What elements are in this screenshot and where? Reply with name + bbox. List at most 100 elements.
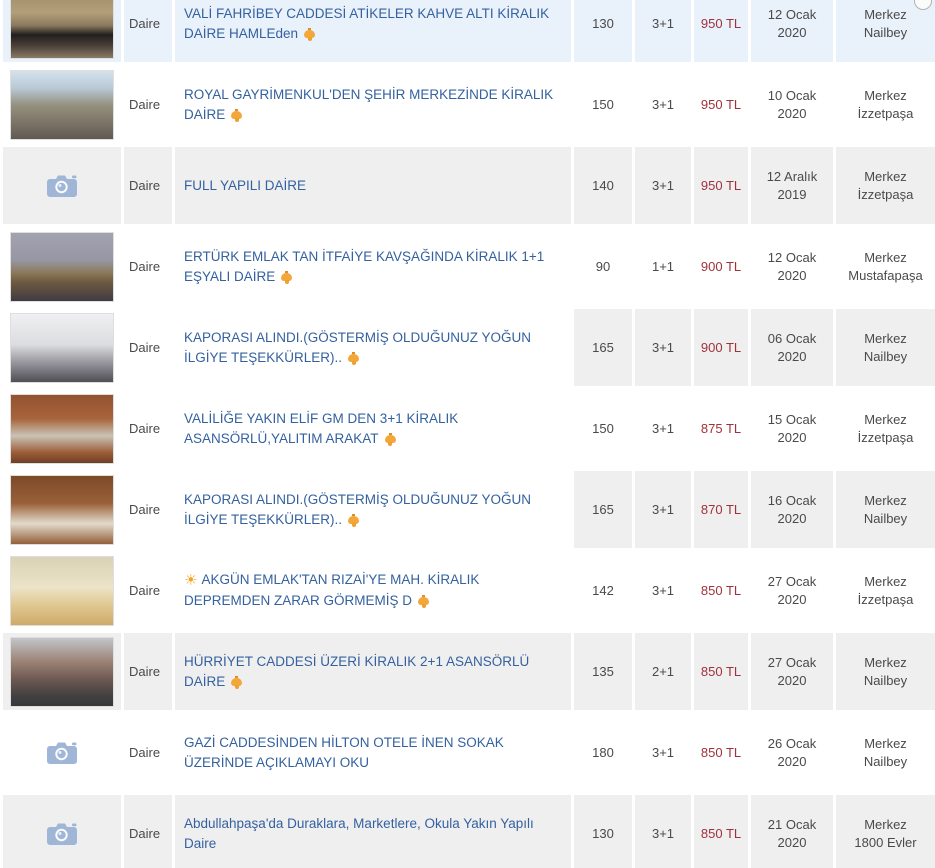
cell-title: GAZİ CADDESİNDEN HİLTON OTELE İNEN SOKAK… <box>175 714 571 791</box>
sun-icon: ☀ <box>184 572 198 589</box>
cell-photo <box>3 552 121 629</box>
listing-title-link[interactable]: VALİ FAHRİBEY CADDESİ ATİKELER KAHVE ALT… <box>184 6 549 41</box>
cell-title: ERTÜRK EMLAK TAN İTFAİYE KAVŞAĞINDA KİRA… <box>175 228 571 305</box>
listing-thumbnail[interactable] <box>10 555 114 626</box>
listing-title: ROYAL GAYRİMENKUL'DEN ŞEHİR MERKEZİNDE K… <box>184 86 554 122</box>
table-row: Daire ERTÜRK EMLAK TAN İTFAİYE KAVŞAĞIND… <box>3 228 935 305</box>
listing-title-link[interactable]: Abdullahpaşa'da Duraklara, Marketlere, O… <box>184 816 534 851</box>
cell-price: 850 TL <box>694 714 748 791</box>
listing-title: KAPORASI ALINDI.(GÖSTERMİŞ OLDUĞUNUZ YOĞ… <box>184 491 532 527</box>
cell-date: 12 Ocak 2020 <box>751 0 833 62</box>
cell-type: Daire <box>124 471 172 548</box>
lamp-icon <box>384 432 396 446</box>
cell-location: Merkez 1800 Evler <box>836 795 935 868</box>
cell-date: 12 Aralık 2019 <box>751 147 833 224</box>
cell-date: 06 Ocak 2020 <box>751 309 833 386</box>
cell-rooms: 3+1 <box>635 714 691 791</box>
cell-title: Abdullahpaşa'da Duraklara, Marketlere, O… <box>175 795 571 868</box>
cell-size: 165 <box>574 471 632 548</box>
listing-thumbnail-placeholder[interactable] <box>10 151 114 221</box>
listing-title: AKGÜN EMLAK'TAN RIZAİ'YE MAH. KİRALIK DE… <box>184 572 480 608</box>
cell-date: 15 Ocak 2020 <box>751 390 833 467</box>
cell-photo <box>3 633 121 710</box>
cell-photo <box>3 795 121 868</box>
cell-photo <box>3 0 121 62</box>
listing-title-link[interactable]: ☀ AKGÜN EMLAK'TAN RIZAİ'YE MAH. KİRALIK D… <box>184 572 480 609</box>
listing-thumbnail[interactable] <box>10 474 114 545</box>
cell-photo <box>3 147 121 224</box>
listing-thumbnail[interactable] <box>10 0 114 59</box>
cell-rooms: 3+1 <box>635 795 691 868</box>
cell-type: Daire <box>124 795 172 868</box>
listing-thumbnail[interactable] <box>10 636 114 707</box>
listing-thumbnail[interactable] <box>10 69 114 140</box>
cell-location: Merkez Nailbey <box>836 471 935 548</box>
cell-date: 21 Ocak 2020 <box>751 795 833 868</box>
cell-photo <box>3 228 121 305</box>
cell-location: Merkez İzzetpaşa <box>836 390 935 467</box>
lamp-icon <box>348 351 360 365</box>
cell-size: 130 <box>574 0 632 62</box>
listing-type-label: Daire <box>129 745 161 760</box>
cell-size: 165 <box>574 309 632 386</box>
cell-location: Merkez İzzetpaşa <box>836 147 935 224</box>
cell-title: ☀ AKGÜN EMLAK'TAN RIZAİ'YE MAH. KİRALIK D… <box>175 552 571 629</box>
cell-location: Merkez Nailbey <box>836 714 935 791</box>
listing-title: Abdullahpaşa'da Duraklara, Marketlere, O… <box>184 815 534 851</box>
table-row: Daire Abdullahpaşa'da Duraklara, Marketl… <box>3 795 935 868</box>
cell-size: 142 <box>574 552 632 629</box>
listing-title: KAPORASI ALINDI.(GÖSTERMİŞ OLDUĞUNUZ YOĞ… <box>184 329 532 365</box>
cell-size: 150 <box>574 66 632 143</box>
cell-type: Daire <box>124 0 172 62</box>
listing-title-link[interactable]: HÜRRİYET CADDESİ ÜZERİ KİRALIK 2+1 ASANS… <box>184 654 529 689</box>
listing-thumbnail-placeholder[interactable] <box>10 718 114 788</box>
listing-type-label: Daire <box>129 664 161 679</box>
lamp-icon <box>281 270 293 284</box>
listing-title-link[interactable]: FULL YAPILI DAİRE <box>184 178 306 193</box>
cell-price: 870 TL <box>694 471 748 548</box>
camera-icon <box>47 823 77 845</box>
listing-title-link[interactable]: KAPORASI ALINDI.(GÖSTERMİŞ OLDUĞUNUZ YOĞ… <box>184 492 531 527</box>
cell-size: 135 <box>574 633 632 710</box>
listing-thumbnail[interactable] <box>10 312 114 383</box>
cell-rooms: 3+1 <box>635 552 691 629</box>
listing-type-label: Daire <box>129 178 161 193</box>
cell-price: 875 TL <box>694 390 748 467</box>
listing-thumbnail[interactable] <box>10 393 114 464</box>
cell-location: Merkez İzzetpaşa <box>836 552 935 629</box>
cell-rooms: 3+1 <box>635 471 691 548</box>
cell-title: KAPORASI ALINDI.(GÖSTERMİŞ OLDUĞUNUZ YOĞ… <box>175 309 571 386</box>
cell-price: 850 TL <box>694 633 748 710</box>
listing-title: GAZİ CADDESİNDEN HİLTON OTELE İNEN SOKAK… <box>184 734 504 770</box>
listing-type-label: Daire <box>129 340 161 355</box>
cell-location: Merkez İzzetpaşa <box>836 66 935 143</box>
listing-thumbnail-placeholder[interactable] <box>10 799 114 868</box>
lamp-icon <box>418 595 430 609</box>
cell-size: 180 <box>574 714 632 791</box>
cell-date: 26 Ocak 2020 <box>751 714 833 791</box>
cell-price: 900 TL <box>694 228 748 305</box>
listing-title-link[interactable]: KAPORASI ALINDI.(GÖSTERMİŞ OLDUĞUNUZ YOĞ… <box>184 330 531 365</box>
table-row: Daire KAPORASI ALINDI.(GÖSTERMİŞ OLDUĞUN… <box>3 471 935 548</box>
listing-title-link[interactable]: ROYAL GAYRİMENKUL'DEN ŞEHİR MERKEZİNDE K… <box>184 87 553 122</box>
listing-type-label: Daire <box>129 421 161 436</box>
cell-photo <box>3 309 121 386</box>
cell-type: Daire <box>124 66 172 143</box>
cell-price: 850 TL <box>694 795 748 868</box>
cell-rooms: 3+1 <box>635 309 691 386</box>
listing-type-label: Daire <box>129 97 161 112</box>
listing-title: VALİ FAHRİBEY CADDESİ ATİKELER KAHVE ALT… <box>184 5 550 41</box>
cell-title: VALİ FAHRİBEY CADDESİ ATİKELER KAHVE ALT… <box>175 0 571 62</box>
cell-rooms: 2+1 <box>635 633 691 710</box>
listing-thumbnail[interactable] <box>10 231 114 302</box>
table-row: Daire ROYAL GAYRİMENKUL'DEN ŞEHİR MERKEZ… <box>3 66 935 143</box>
cell-date: 12 Ocak 2020 <box>751 228 833 305</box>
listing-title-link[interactable]: VALİLİĞE YAKIN ELİF GM DEN 3+1 KİRALIK A… <box>184 411 458 446</box>
listing-title-link[interactable]: ERTÜRK EMLAK TAN İTFAİYE KAVŞAĞINDA KİRA… <box>184 249 544 284</box>
cell-title: VALİLİĞE YAKIN ELİF GM DEN 3+1 KİRALIK A… <box>175 390 571 467</box>
cell-title: ROYAL GAYRİMENKUL'DEN ŞEHİR MERKEZİNDE K… <box>175 66 571 143</box>
cell-type: Daire <box>124 552 172 629</box>
listing-title-link[interactable]: GAZİ CADDESİNDEN HİLTON OTELE İNEN SOKAK… <box>184 735 504 770</box>
listing-type-label: Daire <box>129 583 161 598</box>
listing-title: ERTÜRK EMLAK TAN İTFAİYE KAVŞAĞINDA KİRA… <box>184 248 545 284</box>
